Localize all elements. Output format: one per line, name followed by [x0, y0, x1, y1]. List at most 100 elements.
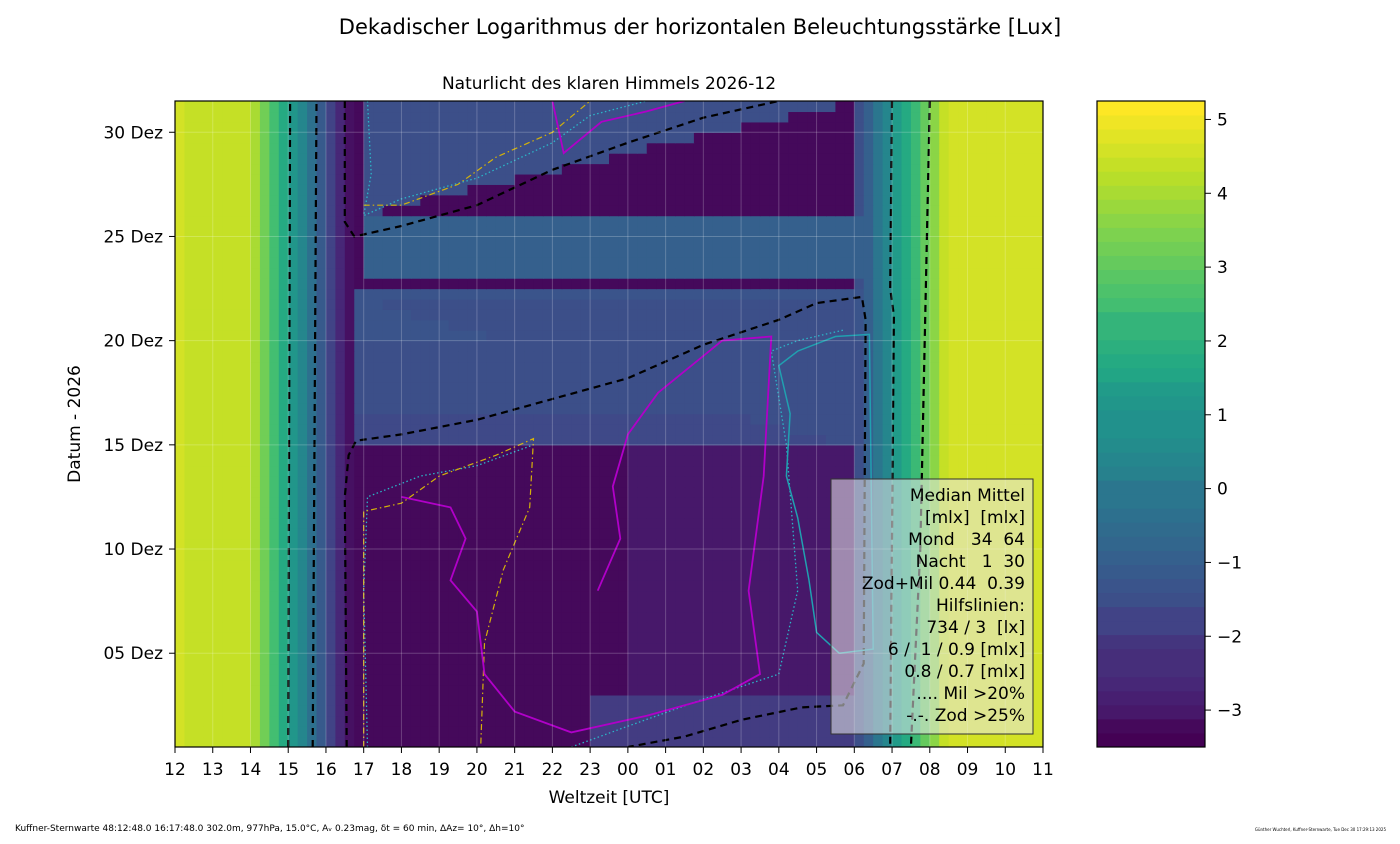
- heatmap-cell: [363, 694, 374, 706]
- heatmap-cell: [703, 549, 714, 561]
- heatmap-cell: [995, 382, 1006, 394]
- heatmap-cell: [561, 507, 572, 519]
- heatmap-cell: [250, 507, 261, 519]
- heatmap-cell: [542, 424, 553, 436]
- heatmap-cell: [401, 257, 412, 269]
- heatmap-cell: [665, 632, 676, 644]
- heatmap-cell: [278, 653, 289, 665]
- heatmap-cell: [212, 205, 223, 217]
- heatmap-cell: [986, 246, 997, 258]
- heatmap-cell: [458, 486, 469, 498]
- heatmap-cell: [561, 226, 572, 238]
- heatmap-cell: [552, 653, 563, 665]
- heatmap-cell: [335, 392, 346, 404]
- heatmap-cell: [590, 319, 601, 331]
- heatmap-cell: [788, 632, 799, 644]
- heatmap-cell: [184, 590, 195, 602]
- heatmap-cell: [288, 715, 299, 727]
- heatmap-cell: [1024, 184, 1035, 196]
- heatmap-cell: [741, 246, 752, 258]
- heatmap-cell: [826, 434, 837, 446]
- heatmap-cell: [722, 528, 733, 540]
- heatmap-cell: [307, 340, 318, 352]
- heatmap-cell: [259, 392, 270, 404]
- heatmap-cell: [203, 205, 214, 217]
- heatmap-cell: [495, 580, 506, 592]
- heatmap-cell: [410, 590, 421, 602]
- heatmap-cell: [476, 590, 487, 602]
- heatmap-cell: [571, 392, 582, 404]
- heatmap-cell: [684, 517, 695, 529]
- heatmap-cell: [910, 205, 921, 217]
- heatmap-cell: [269, 611, 280, 623]
- heatmap-cell: [363, 632, 374, 644]
- heatmap-cell: [495, 465, 506, 477]
- heatmap-cell: [609, 663, 620, 675]
- heatmap-cell: [741, 278, 752, 290]
- heatmap-cell: [590, 434, 601, 446]
- heatmap-cell: [731, 663, 742, 675]
- heatmap-cell: [750, 351, 761, 363]
- heatmap-cell: [571, 507, 582, 519]
- heatmap-cell: [826, 444, 837, 456]
- heatmap-cell: [741, 559, 752, 571]
- heatmap-cell: [722, 465, 733, 477]
- heatmap-cell: [976, 403, 987, 415]
- heatmap-cell: [637, 684, 648, 696]
- heatmap-cell: [354, 705, 365, 717]
- heatmap-cell: [392, 392, 403, 404]
- heatmap-cell: [722, 330, 733, 342]
- heatmap-cell: [656, 434, 667, 446]
- heatmap-cell: [986, 205, 997, 217]
- heatmap-cell: [344, 382, 355, 394]
- heatmap-cell: [769, 569, 780, 581]
- heatmap-cell: [382, 444, 393, 456]
- heatmap-cell: [354, 538, 365, 550]
- heatmap-cell: [269, 663, 280, 675]
- heatmap-cell: [675, 538, 686, 550]
- heatmap-cell: [995, 330, 1006, 342]
- heatmap-cell: [882, 226, 893, 238]
- heatmap-cell: [599, 194, 610, 206]
- heatmap-cell: [637, 507, 648, 519]
- heatmap-cell: [382, 663, 393, 675]
- heatmap-cell: [892, 465, 903, 477]
- heatmap-cell: [392, 726, 403, 738]
- heatmap-cell: [599, 455, 610, 467]
- heatmap-cell: [844, 424, 855, 436]
- heatmap-cell: [590, 205, 601, 217]
- heatmap-cell: [703, 298, 714, 310]
- heatmap-cell: [769, 455, 780, 467]
- heatmap-cell: [514, 236, 525, 248]
- heatmap-cell: [344, 611, 355, 623]
- heatmap-cell: [816, 590, 827, 602]
- heatmap-cell: [212, 246, 223, 258]
- heatmap-cell: [420, 653, 431, 665]
- heatmap-cell: [250, 205, 261, 217]
- heatmap-cell: [656, 215, 667, 227]
- heatmap-cell: [571, 278, 582, 290]
- heatmap-cell: [439, 736, 450, 747]
- heatmap-cell: [335, 246, 346, 258]
- heatmap-cell: [948, 361, 959, 373]
- heatmap-cell: [656, 736, 667, 747]
- heatmap-cell: [618, 371, 629, 383]
- heatmap-cell: [373, 674, 384, 686]
- heatmap-cell: [552, 549, 563, 561]
- heatmap-cell: [731, 580, 742, 592]
- heatmap-cell: [618, 705, 629, 717]
- heatmap-cell: [750, 184, 761, 196]
- heatmap-cell: [656, 496, 667, 508]
- heatmap-cell: [731, 298, 742, 310]
- heatmap-cell: [618, 215, 629, 227]
- heatmap-cell: [599, 434, 610, 446]
- heatmap-cell: [203, 559, 214, 571]
- heatmap-cell: [250, 694, 261, 706]
- heatmap-cell: [392, 382, 403, 394]
- heatmap-cell: [250, 257, 261, 269]
- heatmap-cell: [401, 340, 412, 352]
- heatmap-cell: [335, 278, 346, 290]
- heatmap-cell: [741, 340, 752, 352]
- heatmap-cell: [675, 496, 686, 508]
- heatmap-cell: [844, 413, 855, 425]
